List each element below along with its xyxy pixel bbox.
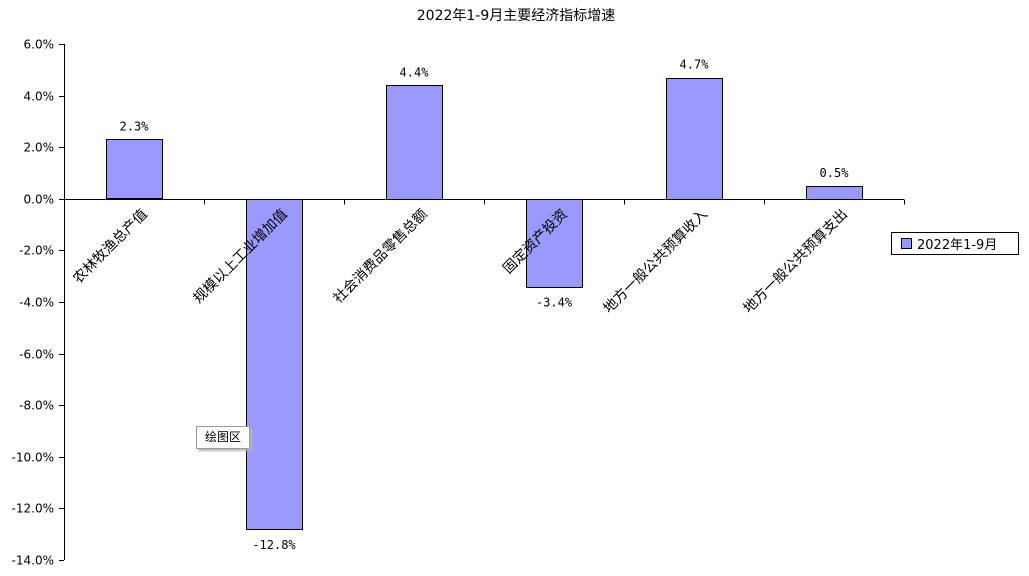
data-label: -12.8%	[252, 538, 296, 552]
legend-label: 2022年1-9月	[917, 238, 998, 253]
data-label: 0.5%	[820, 166, 850, 180]
y-tick-label: -8.0%	[19, 399, 54, 413]
y-tick-label: 2.0%	[24, 141, 55, 155]
y-tick-label: -12.0%	[12, 502, 54, 516]
legend: 2022年1-9月	[891, 232, 1019, 255]
y-tick-label: -6.0%	[19, 348, 54, 362]
bar	[526, 199, 583, 288]
bar	[386, 85, 443, 200]
data-label: -3.4%	[536, 296, 573, 310]
y-tick-label: 6.0%	[24, 38, 55, 52]
y-tick-label: -2.0%	[19, 244, 54, 258]
category-labels: 农林牧渔总产值 规模以上工业增加值 社会消费品零售总额 固定资产投资 地方一般公共预算收…	[70, 206, 851, 316]
axes: 6.0% 4.0% 2.0% 0.0% -2.0% -4.0% -6.0% -8.0% -10.…	[12, 38, 905, 568]
bars	[106, 78, 863, 530]
plot-area-tooltip: 绘图区	[196, 426, 250, 449]
data-label: 2.3%	[120, 119, 150, 133]
chart-title: 2022年1-9月主要经济指标增速	[417, 8, 616, 24]
bar	[806, 186, 863, 200]
data-label: 4.4%	[400, 65, 430, 79]
category-label: 农林牧渔总产值	[70, 206, 151, 287]
bar	[106, 139, 163, 199]
y-tick-label: 4.0%	[24, 90, 55, 104]
bar	[246, 199, 303, 530]
y-tick-label: -14.0%	[12, 554, 54, 568]
legend-swatch	[901, 238, 912, 249]
bar	[666, 78, 723, 200]
category-label: 社会消费品零售总额	[330, 206, 430, 306]
y-tick-label: 0.0%	[24, 193, 55, 207]
data-label: 4.7%	[680, 58, 710, 72]
data-labels: 2.3% -12.8% 4.4% -3.4% 4.7% 0.5%	[120, 58, 850, 552]
y-tick-label: -4.0%	[19, 296, 54, 310]
category-label: 地方一般公共预算收入	[601, 206, 711, 316]
category-label: 地方一般公共预算支出	[741, 206, 851, 316]
y-tick-label: -10.0%	[12, 451, 54, 465]
